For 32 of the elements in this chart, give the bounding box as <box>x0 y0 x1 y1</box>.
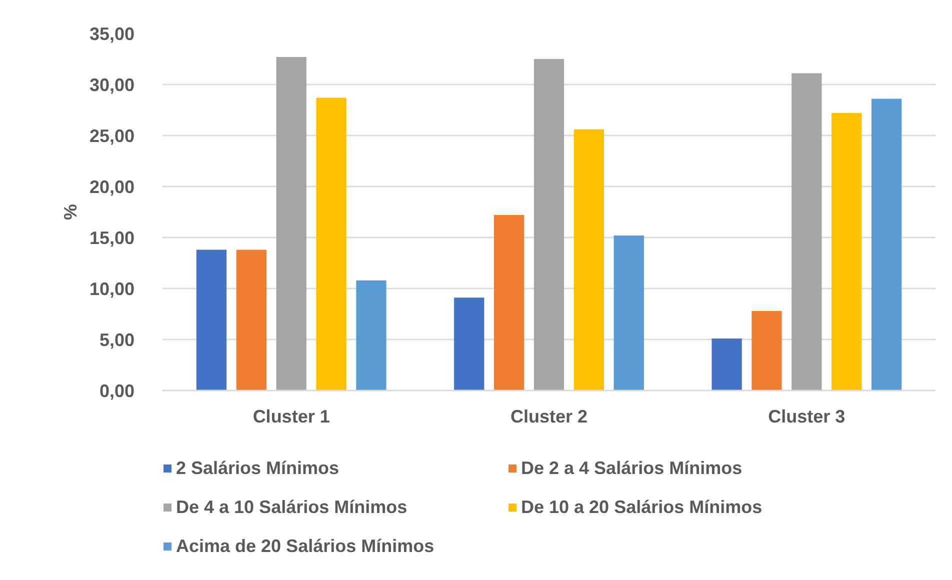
x-tick-label: Cluster 3 <box>768 406 846 426</box>
bar <box>614 235 644 390</box>
legend-label: Acima de 20 Salários Mínimos <box>176 535 436 557</box>
y-axis-title: % <box>60 204 80 220</box>
legend-label: De 2 a 4 Salários Mínimos <box>521 457 744 479</box>
legend-label: De 10 a 20 Salários Mínimos <box>521 496 764 518</box>
bar <box>534 59 564 390</box>
y-tick-label: 25,00 <box>89 126 135 146</box>
bar <box>196 250 227 390</box>
y-tick-label: 10,00 <box>89 279 135 299</box>
bar <box>574 129 604 390</box>
bar <box>832 113 862 390</box>
bar <box>316 98 346 390</box>
y-tick-label: 15,00 <box>89 228 135 248</box>
bar <box>792 73 822 390</box>
y-tick-label: 20,00 <box>89 177 135 197</box>
bar <box>236 250 266 390</box>
bar <box>356 280 386 390</box>
x-tick-label: Cluster 2 <box>510 406 588 426</box>
bar <box>276 56 306 390</box>
y-tick-label: 30,00 <box>89 75 135 95</box>
y-tick-label: 5,00 <box>99 330 135 350</box>
legend-label: De 4 a 10 Salários Mínimos <box>176 496 408 518</box>
bar <box>752 310 782 390</box>
legend-label: 2 Salários Mínimos <box>176 457 340 479</box>
x-tick-label: Cluster 1 <box>252 406 330 426</box>
bar <box>494 215 524 390</box>
y-tick-label: 35,00 <box>89 24 135 44</box>
bar <box>454 298 484 390</box>
bar <box>871 98 902 390</box>
y-tick-label: 0,00 <box>99 381 135 401</box>
bar <box>712 338 742 390</box>
